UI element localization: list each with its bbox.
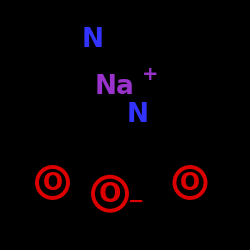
Text: −: − <box>128 192 144 211</box>
Text: O: O <box>180 170 200 194</box>
Text: O: O <box>42 170 62 194</box>
Text: N: N <box>82 27 104 53</box>
Text: +: + <box>142 66 158 84</box>
Text: Na: Na <box>95 74 135 101</box>
Text: N: N <box>126 102 148 128</box>
Text: O: O <box>99 182 121 208</box>
